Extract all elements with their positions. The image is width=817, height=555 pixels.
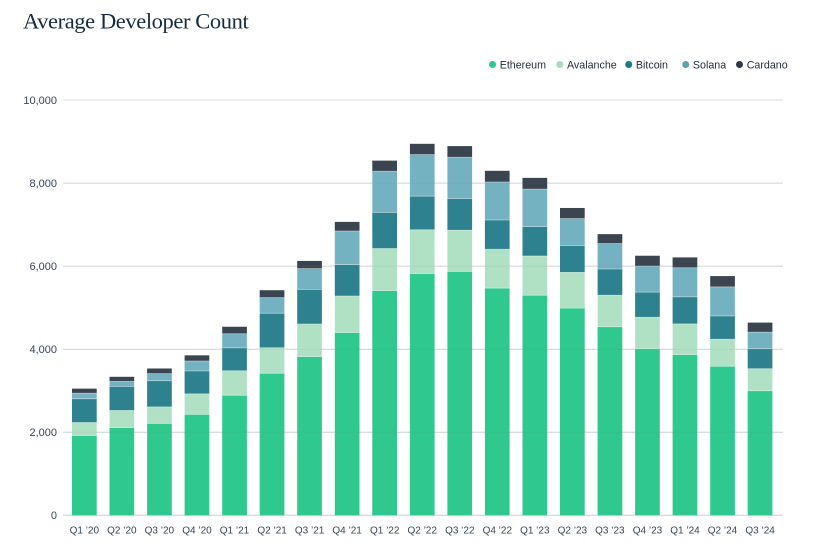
svg-text:Q2 ’21: Q2 ’21 — [257, 526, 287, 537]
svg-text:Q3 ’20: Q3 ’20 — [145, 526, 175, 537]
svg-text:Q4 ’22: Q4 ’22 — [483, 526, 513, 537]
svg-text:6,000: 6,000 — [29, 261, 57, 273]
svg-text:Q1 ’23: Q1 ’23 — [520, 526, 550, 537]
svg-text:Q4 ’21: Q4 ’21 — [332, 526, 362, 537]
svg-text:4,000: 4,000 — [29, 344, 57, 356]
svg-text:Q1 ’21: Q1 ’21 — [220, 526, 250, 537]
svg-text:0: 0 — [51, 510, 57, 522]
svg-text:8,000: 8,000 — [29, 178, 57, 190]
svg-text:Q3 ’24: Q3 ’24 — [745, 526, 775, 537]
svg-text:Q4 ’23: Q4 ’23 — [633, 526, 663, 537]
svg-text:Average Developer Count: Average Developer Count — [23, 9, 249, 34]
svg-text:Cardano: Cardano — [747, 59, 788, 71]
svg-text:Q3 ’21: Q3 ’21 — [295, 526, 325, 537]
svg-text:Q1 ’24: Q1 ’24 — [670, 526, 700, 537]
svg-text:Q2 ’20: Q2 ’20 — [107, 526, 137, 537]
svg-text:Bitcoin: Bitcoin — [636, 59, 668, 71]
svg-text:Q2 ’22: Q2 ’22 — [407, 526, 437, 537]
svg-text:Q2 ’24: Q2 ’24 — [708, 526, 738, 537]
svg-text:10,000: 10,000 — [23, 95, 57, 107]
svg-text:Q3 ’22: Q3 ’22 — [445, 526, 475, 537]
svg-text:Ethereum: Ethereum — [500, 59, 546, 71]
svg-text:Q4 ’20: Q4 ’20 — [182, 526, 212, 537]
svg-text:Q3 ’23: Q3 ’23 — [595, 526, 625, 537]
svg-text:Solana: Solana — [693, 59, 726, 71]
svg-text:Avalanche: Avalanche — [567, 59, 617, 71]
svg-text:Q1 ’22: Q1 ’22 — [370, 526, 400, 537]
svg-text:Q2 ’23: Q2 ’23 — [558, 526, 588, 537]
svg-text:Q1 ’20: Q1 ’20 — [70, 526, 100, 537]
svg-text:2,000: 2,000 — [29, 427, 57, 439]
